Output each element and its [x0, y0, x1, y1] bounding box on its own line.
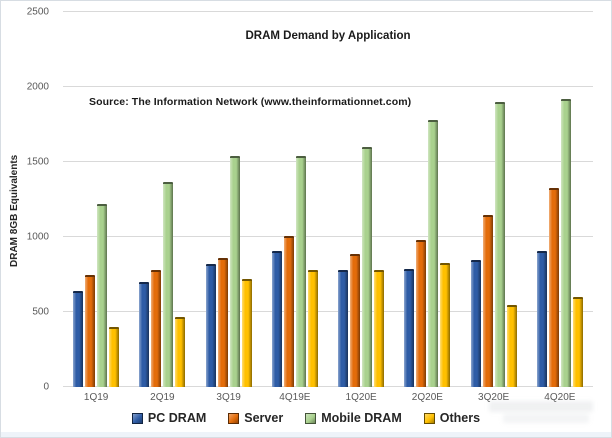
- bar-others-1Q20E: [374, 270, 385, 387]
- bar-pc-dram-1Q20E: [338, 270, 349, 387]
- bar-others-4Q19E: [307, 270, 318, 387]
- legend-marker-icon: [423, 412, 435, 424]
- x-category-label-2Q19: 2Q19: [150, 392, 175, 403]
- legend-item-pc-dram: PC DRAM: [131, 411, 207, 425]
- gridline-500: [63, 311, 593, 312]
- legend-label: Server: [244, 411, 284, 425]
- x-category-label-2Q20E: 2Q20E: [411, 392, 443, 403]
- legend-marker-icon: [131, 412, 143, 424]
- y-tick-label-2500: 2500: [26, 6, 49, 18]
- bar-group-3Q20E: [470, 12, 517, 387]
- bar-group-4Q20E: [536, 12, 583, 387]
- bar-pc-dram-2Q19: [139, 282, 150, 387]
- bar-others-1Q19: [109, 327, 120, 387]
- legend-item-mobile-dram: Mobile DRAM: [305, 411, 402, 425]
- bar-server-1Q19: [85, 274, 96, 387]
- gridline-2500: [63, 11, 593, 12]
- x-category-label-3Q19: 3Q19: [216, 392, 241, 403]
- bar-mobile-dram-2Q20E: [428, 120, 439, 387]
- bar-group-2Q19: [139, 12, 186, 387]
- bar-pc-dram-3Q19: [205, 264, 216, 387]
- bar-server-3Q20E: [482, 214, 493, 387]
- bar-pc-dram-4Q19E: [271, 250, 282, 387]
- bar-others-4Q20E: [572, 297, 583, 387]
- legend-label: PC DRAM: [147, 411, 207, 425]
- bar-pc-dram-1Q19: [73, 291, 84, 387]
- legend: PC DRAM Server Mobile DRAM Others: [1, 411, 611, 425]
- source-note: Source: The Information Network (www.the…: [89, 96, 412, 108]
- y-tick-label-1000: 1000: [26, 231, 49, 243]
- gridline-2000: [63, 86, 593, 87]
- bar-server-1Q20E: [350, 253, 361, 387]
- x-category-label-4Q20E: 4Q20E: [544, 392, 576, 403]
- bar-server-4Q20E: [548, 187, 559, 387]
- x-axis-labels: 1Q19 2Q19 3Q19 4Q19E 1Q20E 2Q20E 3Q20E 4Q20E: [63, 392, 593, 403]
- legend-item-others: Others: [423, 411, 481, 425]
- bar-mobile-dram-2Q19: [163, 181, 174, 387]
- bar-mobile-dram-3Q20E: [494, 102, 505, 387]
- bar-mobile-dram-4Q19E: [295, 156, 306, 387]
- x-category-label-1Q20E: 1Q20E: [345, 392, 377, 403]
- plot-area: [63, 11, 593, 387]
- bar-others-2Q20E: [440, 262, 451, 387]
- bar-server-3Q19: [217, 258, 228, 387]
- bar-mobile-dram-1Q20E: [362, 147, 373, 387]
- legend-item-server: Server: [228, 411, 283, 425]
- bar-group-1Q19: [73, 12, 120, 387]
- x-category-label-3Q20E: 3Q20E: [478, 392, 510, 403]
- bar-group-2Q20E: [404, 12, 451, 387]
- gridline-1000: [63, 236, 593, 237]
- y-tick-label-0: 0: [43, 381, 49, 393]
- x-category-label-4Q19E: 4Q19E: [279, 392, 311, 403]
- chart-title: DRAM Demand by Application: [245, 30, 411, 42]
- bar-groups: [63, 12, 593, 387]
- bar-server-2Q20E: [416, 240, 427, 387]
- bar-pc-dram-3Q20E: [470, 259, 481, 387]
- x-category-label-1Q19: 1Q19: [83, 392, 109, 403]
- bar-others-3Q19: [241, 279, 252, 387]
- legend-marker-icon: [305, 412, 317, 424]
- bar-group-1Q20E: [338, 12, 385, 387]
- bar-mobile-dram-1Q19: [97, 204, 108, 387]
- legend-label: Mobile DRAM: [321, 411, 402, 425]
- bar-server-2Q19: [151, 270, 162, 387]
- bar-others-3Q20E: [506, 304, 517, 387]
- bar-pc-dram-4Q20E: [536, 250, 547, 387]
- bar-group-4Q19E: [271, 12, 318, 387]
- bar-pc-dram-2Q20E: [404, 268, 415, 387]
- y-tick-label-1500: 1500: [26, 156, 49, 168]
- legend-marker-icon: [228, 412, 240, 424]
- y-tick-label-2000: 2000: [26, 81, 49, 93]
- y-axis-ticks: 0 500 1000 1500 2000 2500: [1, 7, 55, 393]
- y-tick-label-500: 500: [32, 306, 49, 318]
- gridline-0: [63, 386, 593, 387]
- bar-others-2Q19: [175, 316, 186, 387]
- bar-mobile-dram-3Q19: [229, 156, 240, 387]
- gridline-1500: [63, 161, 593, 162]
- bottom-border-strip: [1, 432, 611, 437]
- bar-group-3Q19: [205, 12, 252, 387]
- bar-mobile-dram-4Q20E: [560, 99, 571, 387]
- bar-server-4Q19E: [283, 235, 294, 387]
- legend-label: Others: [439, 411, 481, 425]
